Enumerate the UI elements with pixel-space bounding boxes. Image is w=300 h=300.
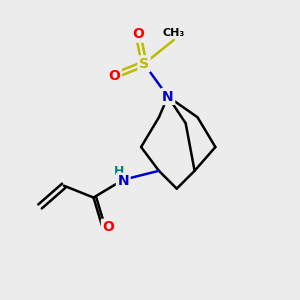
Text: S: S xyxy=(139,57,149,71)
Text: H: H xyxy=(114,165,124,178)
Text: CH₃: CH₃ xyxy=(163,28,185,38)
Text: O: O xyxy=(108,69,120,83)
Text: O: O xyxy=(132,27,144,41)
Text: O: O xyxy=(103,220,114,234)
Text: N: N xyxy=(117,174,129,188)
Text: N: N xyxy=(162,89,174,103)
